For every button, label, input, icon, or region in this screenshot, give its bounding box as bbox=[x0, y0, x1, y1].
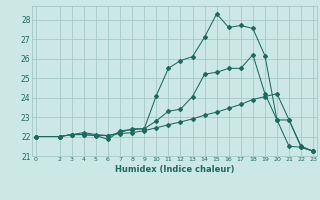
X-axis label: Humidex (Indice chaleur): Humidex (Indice chaleur) bbox=[115, 165, 234, 174]
